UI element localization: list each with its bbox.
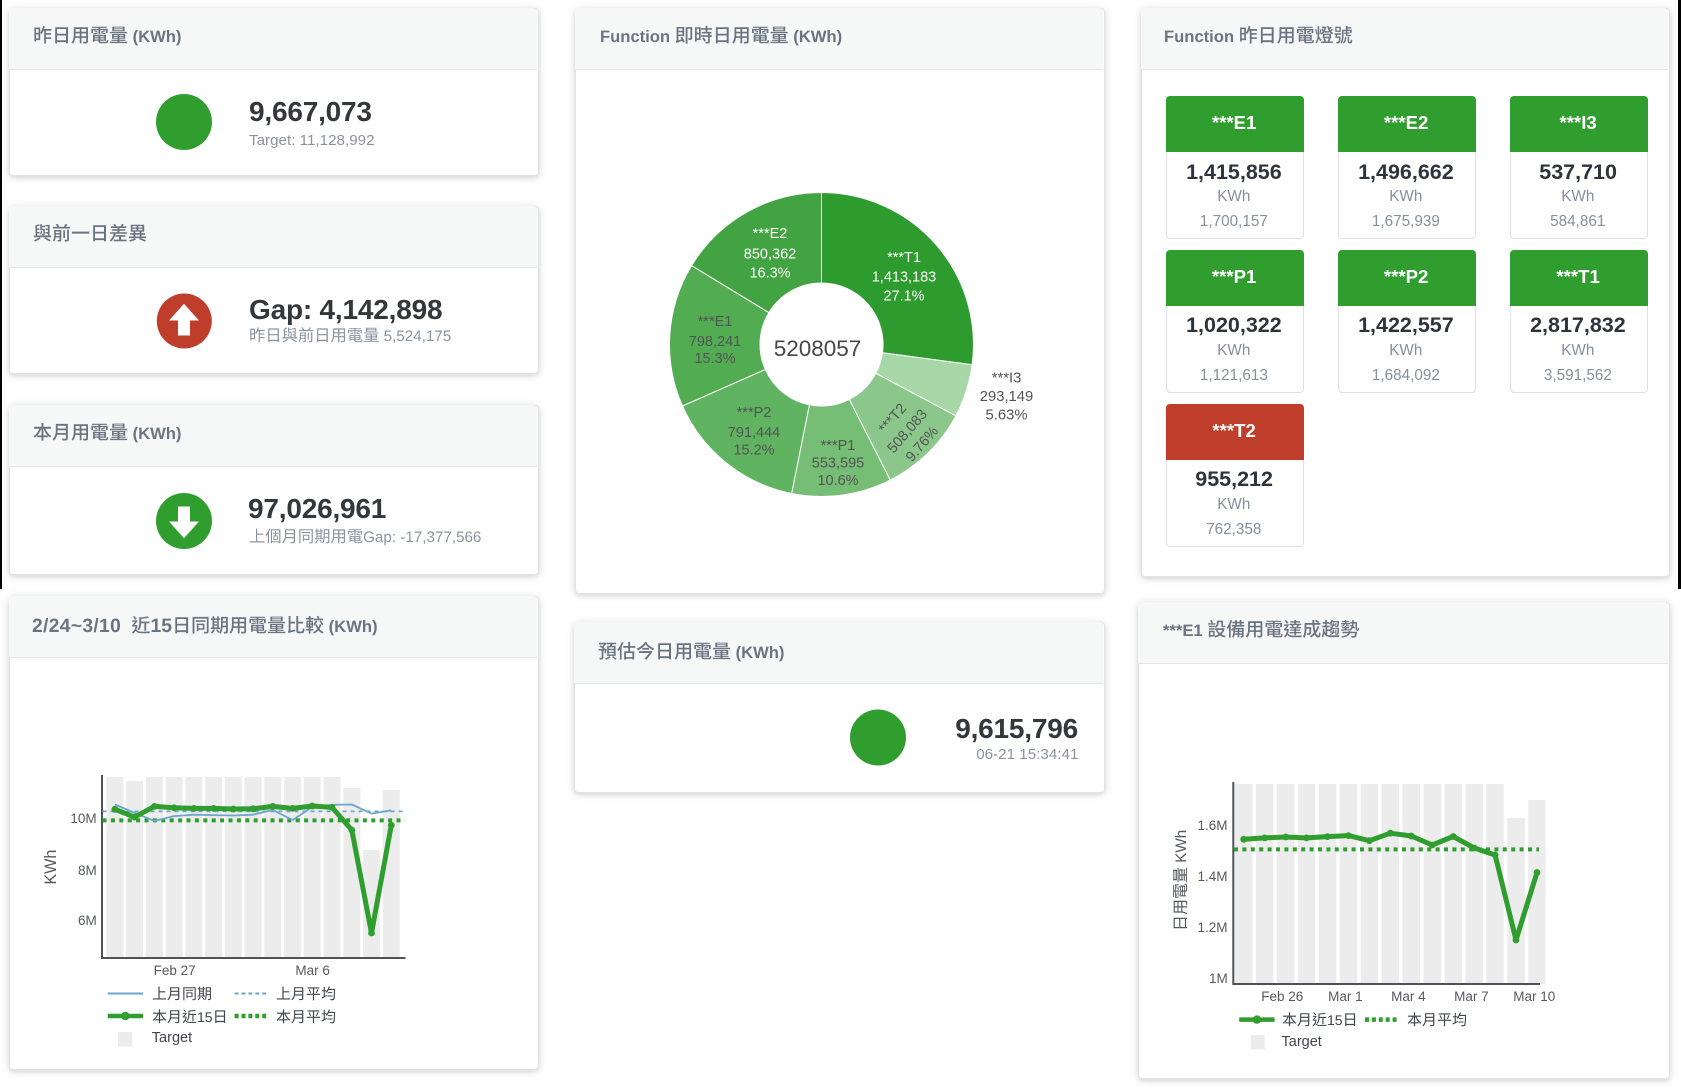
- svg-text:5208057: 5208057: [774, 336, 862, 361]
- svg-text:10.6%: 10.6%: [817, 473, 858, 489]
- svg-text:553,595: 553,595: [812, 456, 864, 472]
- svg-text:16.3%: 16.3%: [749, 265, 790, 281]
- svg-text:27.1%: 27.1%: [883, 288, 924, 304]
- svg-text:293,149: 293,149: [980, 389, 1034, 405]
- svg-text:***T1: ***T1: [887, 250, 921, 266]
- svg-text:1,413,183: 1,413,183: [872, 270, 937, 286]
- svg-text:850,362: 850,362: [744, 247, 796, 263]
- svg-text:15.2%: 15.2%: [733, 443, 774, 459]
- svg-text:***E2: ***E2: [753, 226, 788, 242]
- svg-text:15.3%: 15.3%: [694, 351, 735, 367]
- svg-text:***E1: ***E1: [698, 314, 733, 330]
- svg-text:5.63%: 5.63%: [986, 408, 1028, 424]
- svg-text:***P2: ***P2: [737, 405, 772, 421]
- svg-text:***P1: ***P1: [821, 438, 856, 454]
- svg-text:***I3: ***I3: [992, 371, 1022, 387]
- svg-text:798,241: 798,241: [689, 334, 741, 350]
- svg-text:791,444: 791,444: [728, 425, 780, 441]
